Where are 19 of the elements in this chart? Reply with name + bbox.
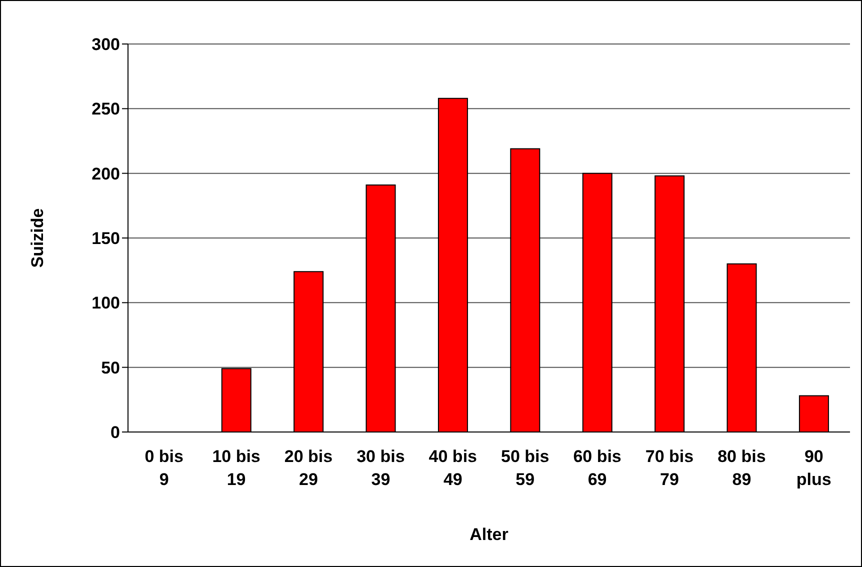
x-tick-label: 0 bis 9 [144, 447, 184, 489]
y-tick-label: 0 [110, 423, 120, 442]
x-tick-label: 80 bis 89 [718, 447, 766, 489]
x-tick-label: 90 plus [796, 447, 832, 489]
y-tick-label: 300 [92, 35, 120, 54]
x-tick-label: 40 bis 49 [428, 447, 477, 489]
x-axis-title: Alter [470, 525, 509, 544]
x-tick-label: 10 bis 19 [212, 447, 260, 489]
x-tick-label: 60 bis 69 [573, 447, 622, 489]
y-tick-label: 100 [92, 294, 120, 313]
y-axis-title: Suizide [28, 208, 48, 268]
x-tick-label: 20 bis 29 [284, 447, 333, 489]
y-tick-label: 150 [92, 229, 120, 248]
x-tick-label: 50 bis 59 [501, 447, 550, 489]
y-tick-label: 250 [92, 100, 120, 119]
y-tick-label: 200 [92, 164, 120, 184]
x-tick-label: 30 bis 39 [356, 447, 405, 489]
y-tick-label: 50 [101, 358, 120, 378]
x-tick-label: 70 bis 79 [645, 447, 694, 489]
